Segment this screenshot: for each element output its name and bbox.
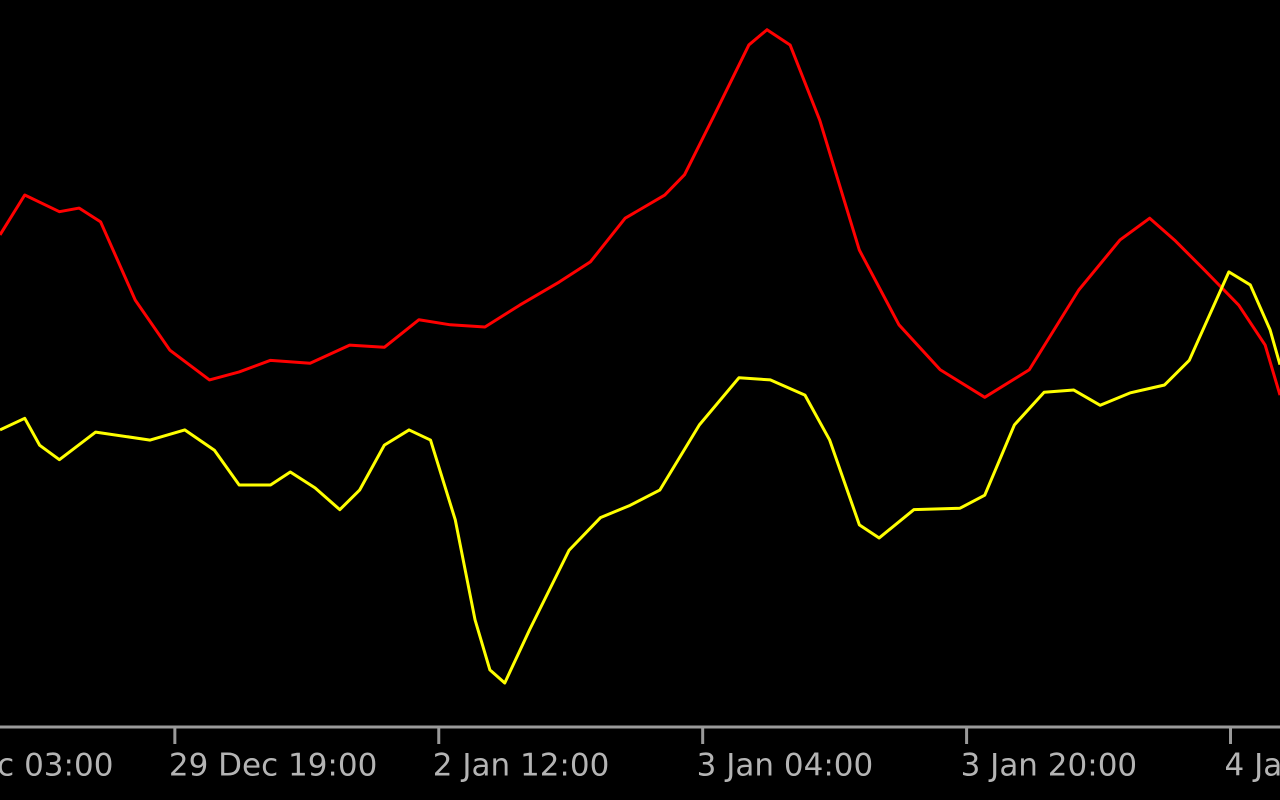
x-tick-label: 2 Jan 12:00 <box>433 748 610 784</box>
x-tick-label: 4 Jan 12:00 <box>1225 748 1280 784</box>
x-tick-label: 29 Dec 03:00 <box>0 748 113 784</box>
x-tick-label: 3 Jan 04:00 <box>697 748 874 784</box>
series-line <box>0 270 1280 685</box>
x-tick-label: 29 Dec 19:00 <box>169 748 377 784</box>
series-line <box>0 28 1280 399</box>
x-tick-label: 3 Jan 20:00 <box>961 748 1138 784</box>
